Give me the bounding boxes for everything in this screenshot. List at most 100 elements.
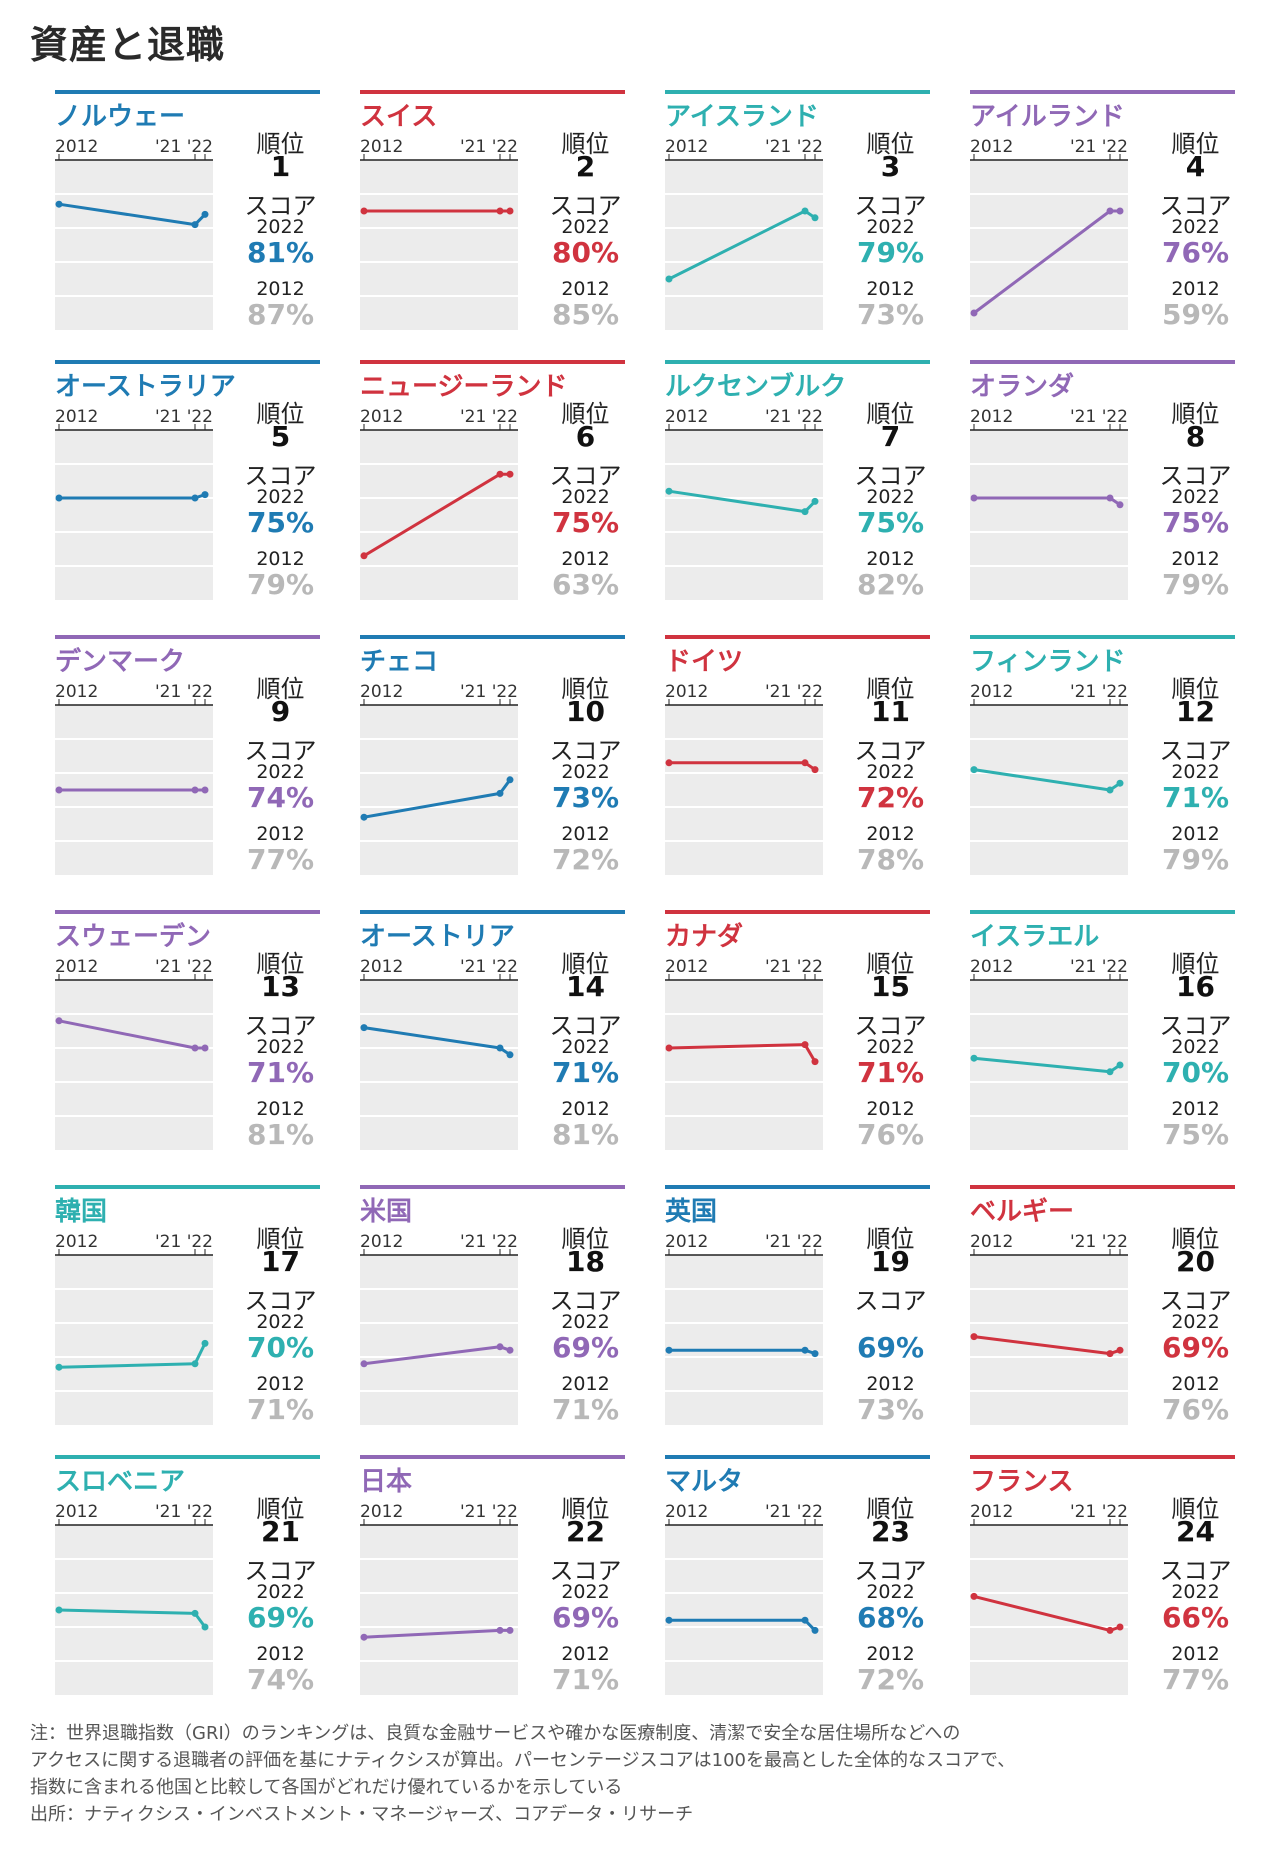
year-2012-label: 2012 [561,823,610,845]
country-name: スイス [360,102,438,132]
footnotes: 注：世界退職指数（GRI）のランキングは、良質な金融サービスや確かな医療制度、清… [30,1720,1250,1828]
year-2022-label: 2022 [561,216,610,238]
country-panel: カナダ 2012'21 '22 順位 15 スコア 2022 71% 2012 76% [665,910,965,1160]
country-panel: フィンランド 2012'21 '22 順位 12 スコア 2022 71% 2012 79% [970,635,1270,885]
data-point [811,497,819,505]
year-2012-label: 2012 [866,548,915,570]
data-point [191,1360,199,1368]
country-name: ベルギー [970,1197,1075,1227]
x-tick-label-end: '21 '22 [460,957,518,977]
score-2012-value: 63% [551,568,620,601]
plot-background [360,160,518,330]
rank-value: 19 [871,1245,910,1278]
sparkline-chart: 2012 '21 '22 [970,957,1128,1150]
rank-label: 順位 [561,675,610,703]
score-2012-value: 76% [856,1118,925,1151]
data-point [55,1017,63,1025]
plot-background [665,705,823,875]
rank-label: 順位 [866,1495,915,1523]
score-2022-value: 66% [1161,1601,1230,1634]
score-label: スコア [549,1557,622,1585]
score-label: スコア [1159,1012,1232,1040]
score-label: スコア [854,462,927,490]
score-2022-value: 71% [1161,781,1230,814]
score-2012-value: 81% [551,1118,620,1151]
x-tick-label-start: 2012 [665,682,708,702]
year-2012-label: 2012 [1171,548,1220,570]
panel-top-rule [360,1455,625,1459]
year-2012-label: 2012 [866,278,915,300]
plot-background [360,1255,518,1425]
x-tick-label-start: 2012 [360,137,403,157]
panel-top-rule [970,635,1235,639]
score-label: スコア [549,737,622,765]
plot-background [970,160,1128,330]
data-point [506,207,514,215]
data-point [191,1609,199,1617]
score-2012-value: 79% [1161,568,1230,601]
year-2022-label: 2022 [866,486,915,508]
score-2012-value: 73% [856,1393,925,1426]
panel-top-rule [55,910,320,914]
rank-label: 順位 [866,400,915,428]
panel-top-rule [55,1455,320,1459]
rank-value: 7 [880,420,901,453]
x-tick-label-end: '21 '22 [155,957,213,977]
x-tick-label-end: '21 '22 [460,407,518,427]
data-point [191,1044,199,1052]
country-name: 米国 [360,1197,413,1227]
data-point [1116,501,1124,509]
year-2012-label: 2012 [256,278,305,300]
country-panel: ベルギー 2012'21 '22 順位 20 スコア 2022 69% 2012 76% [970,1185,1270,1435]
score-2022-value: 75% [246,506,315,539]
score-2012-value: 71% [551,1663,620,1696]
score-2022-value: 69% [246,1601,315,1634]
year-2022-label: 2022 [1171,1036,1220,1058]
data-point [665,275,673,283]
rank-value: 18 [566,1245,605,1278]
score-label: スコア [549,462,622,490]
data-point [506,776,514,784]
year-2012-label: 2012 [256,823,305,845]
page-title: 資産と退職 [30,23,226,67]
rank-label: 順位 [256,675,305,703]
score-label: スコア [549,1287,622,1315]
x-tick-label-start: 2012 [665,407,708,427]
year-2022-label: 2022 [256,216,305,238]
year-2022-label: 2022 [256,1311,305,1333]
panel-top-rule [360,90,625,94]
panel-top-rule [970,910,1235,914]
score-label: スコア [1159,192,1232,220]
score-2022-value: 80% [551,236,620,269]
sparkline-chart: 2012 '21 '22 [970,137,1128,330]
data-point [360,207,368,215]
country-panel: スロベニア 2012'21 '22 順位 21 スコア 2022 69% 2012 74% [55,1455,355,1705]
sparkline-chart: 2012 '21 '22 [360,137,518,330]
year-2022-label: 2022 [1171,216,1220,238]
x-tick-label-end: '21 '22 [1070,137,1128,157]
data-point [970,766,978,774]
panel-top-rule [665,1455,930,1459]
x-tick-label-end: '21 '22 [1070,682,1128,702]
x-tick-label-end: '21 '22 [765,1502,823,1522]
score-label: スコア [244,1012,317,1040]
data-point [201,786,209,794]
rank-label: 順位 [256,400,305,428]
data-point [970,1333,978,1341]
rank-value: 14 [566,970,605,1003]
score-2012-value: 82% [856,568,925,601]
country-panel: イスラエル 2012'21 '22 順位 16 スコア 2022 70% 2012 75% [970,910,1270,1160]
score-2022-value: 75% [1161,506,1230,539]
rank-value: 1 [270,150,291,183]
year-2012-label: 2012 [256,1643,305,1665]
data-point [360,1024,368,1032]
sparkline-chart: 2012 '21 '22 [360,1232,518,1425]
data-point [506,470,514,478]
plot-background [55,980,213,1150]
rank-label: 順位 [561,1225,610,1253]
score-2012-value: 72% [551,843,620,876]
country-panel: マルタ 2012'21 '22 順位 23 スコア 2022 68% 2012 72% [665,1455,965,1705]
x-tick-label-start: 2012 [665,1232,708,1252]
country-panel: 英国 2012'21 '22 順位 19 スコア 69% 2012 73% [665,1185,965,1435]
